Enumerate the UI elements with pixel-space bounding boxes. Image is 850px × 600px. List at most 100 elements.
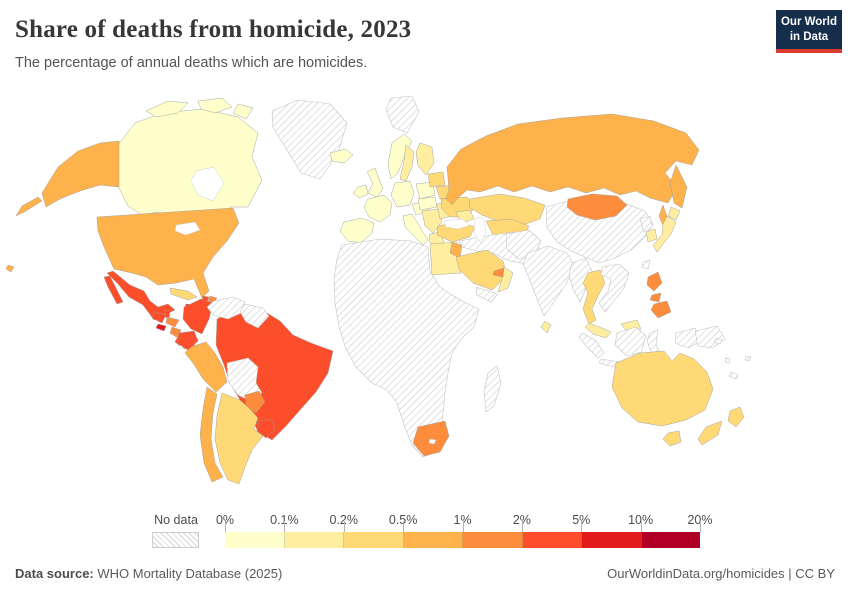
legend-swatch-5-10%[interactable] <box>582 532 642 548</box>
legend-no-data-swatch[interactable] <box>152 532 199 548</box>
country-nz_north[interactable]: New Zealand (North Island) — 0.2-0.5% <box>727 406 745 428</box>
country-iberia[interactable]: Spain & Portugal — 0-0.1% <box>339 217 375 244</box>
country-ecuador[interactable]: Ecuador — 2-5% <box>176 330 199 351</box>
country-venezuela[interactable]: Venezuela — No data <box>206 296 246 320</box>
legend-tick-label-1%: 1% <box>453 513 472 527</box>
credit-link[interactable]: OurWorldinData.org/homicides | CC BY <box>607 566 835 581</box>
country-sweden[interactable]: Sweden — 0.1-0.2% <box>399 144 415 182</box>
country-southafrica[interactable]: South Africa — 1-2% <box>412 420 450 457</box>
country-saudi[interactable]: Saudi Arabia — 0.2-0.5% <box>455 249 508 291</box>
water-caspian-sea <box>473 216 487 244</box>
country-balkans[interactable]: Western Balkans — 0.1-0.2% <box>421 208 443 234</box>
country-newcal[interactable]: New Caledonia — No data <box>728 371 739 380</box>
legend-tick-mark <box>521 521 523 532</box>
legend-tick-label-0.2%: 0.2% <box>329 513 359 527</box>
country-srilanka[interactable]: Sri Lanka — 0.1-0.2% <box>540 320 552 334</box>
legend-tick-label-20%: 20% <box>687 513 713 527</box>
legend-swatch-2-5%[interactable] <box>522 532 582 548</box>
page-title: Share of deaths from homicide, 2023 <box>15 16 412 43</box>
country-madagascar[interactable]: Madagascar — No data <box>483 365 502 413</box>
country-greenland[interactable]: Greenland — No data <box>271 99 348 180</box>
country-czechia_hu[interactable]: Czechia, Slovakia & Hungary — 0-0.1% <box>417 196 438 211</box>
country-guatemala[interactable]: Guatemala — 2-5% <box>151 311 167 324</box>
legend-swatch-0.1-0.2%[interactable] <box>284 532 344 548</box>
country-hawaii[interactable]: United States (Hawaii) — 0.5-1% <box>5 264 15 273</box>
water-black-sea <box>443 218 471 230</box>
country-uae[interactable]: United Arab Emirates — 1-2% <box>492 267 505 278</box>
country-argentina[interactable]: Argentina — 0.2-0.5% <box>214 392 264 485</box>
country-sumatra[interactable]: Indonesia (Sumatra) — No data <box>578 332 605 359</box>
country-hokkaido[interactable]: Japan (Hokkaido) — 0.1-0.2% <box>667 206 681 221</box>
country-bolivia[interactable]: Bolivia — No data <box>226 357 263 403</box>
country-solomon[interactable]: Solomon Islands — No data <box>713 337 723 345</box>
legend-tick-mark <box>640 521 642 532</box>
country-baltics[interactable]: Baltic states — 0.2-0.5% <box>427 171 446 188</box>
country-finland[interactable]: Finland — 0.1-0.2% <box>415 142 435 176</box>
country-skorea[interactable]: South Korea — 0.1-0.2% <box>645 228 658 243</box>
country-uk[interactable]: United Kingdom — 0-0.1% <box>366 167 384 198</box>
country-elsalvador[interactable]: El Salvador — 5-10% <box>155 323 167 332</box>
country-visayas[interactable]: Philippines (Visayas) — 1-2% <box>649 292 662 303</box>
owid-logo[interactable]: Our World in Data <box>776 10 842 53</box>
world-map: Canada — 0-0.1%Canada (Arctic islands W)… <box>0 95 850 515</box>
country-vanuatu[interactable]: Vanuatu — No data <box>724 357 731 364</box>
country-india[interactable]: India — No data <box>522 245 576 317</box>
country-russia[interactable]: Russia — 0.5-1% <box>445 113 700 206</box>
legend-tick-label-5%: 5% <box>572 513 591 527</box>
country-iceland[interactable]: Iceland — 0-0.1% <box>329 148 354 164</box>
country-nkorea[interactable]: North Korea — No data <box>639 215 653 233</box>
country-borneo_id[interactable]: Indonesia (Kalimantan) — No data <box>614 326 647 357</box>
country-arctic2[interactable]: Canada (Arctic islands C) — 0-0.1% <box>197 97 233 114</box>
country-svalbard[interactable]: Svalbard — No data <box>385 95 420 134</box>
country-france[interactable]: France — 0-0.1% <box>363 194 393 223</box>
owid-logo-line1: Our World <box>780 16 837 28</box>
country-canada[interactable]: Canada — 0-0.1% <box>111 108 263 225</box>
country-germany[interactable]: Germany & Low Countries — 0-0.1% <box>390 180 415 208</box>
chart-subtitle: The percentage of annual deaths which ar… <box>15 55 368 71</box>
legend-swatch-10-20%[interactable] <box>641 532 700 548</box>
country-kamchatka[interactable]: Russia (Kamchatka) — 0.5-1% <box>669 164 688 209</box>
country-arctic3[interactable]: Canada (Arctic islands E) — 0-0.1% <box>232 103 254 120</box>
country-alaska[interactable]: United States (Alaska) — 0.5-1% <box>41 140 120 208</box>
country-peru[interactable]: Peru — 0.5-1% <box>184 341 228 393</box>
country-australia[interactable]: Australia — 0.2-0.5% <box>611 350 714 427</box>
country-indochina[interactable]: Vietnam, Laos & Cambodia — No data <box>598 263 630 313</box>
legend-swatch-0-0.1%[interactable] <box>225 532 285 548</box>
country-cuba[interactable]: Cuba — 0.2-0.5% <box>169 287 198 301</box>
legend-swatch-0.2-0.5%[interactable] <box>344 532 404 548</box>
country-usa[interactable]: United States — 0.5-1% <box>96 207 240 299</box>
country-uruguay[interactable]: Uruguay — 2-5% <box>256 418 276 439</box>
water-great-lakes <box>174 221 201 236</box>
legend-swatch-0.5-1%[interactable] <box>403 532 463 548</box>
country-taiwan[interactable]: Taiwan — No data <box>641 259 651 270</box>
country-italy[interactable]: Italy — 0-0.1% <box>402 213 429 246</box>
country-baja[interactable]: Mexico (Baja California) — 2-5% <box>103 275 124 305</box>
country-luzon[interactable]: Philippines (Luzon) — 1-2% <box>646 271 663 292</box>
country-thailand[interactable]: Thailand — 0.2-0.5% <box>582 269 606 325</box>
country-png[interactable]: Papua New Guinea — No data <box>694 325 726 349</box>
legend-tick-mark <box>581 521 583 532</box>
country-tasmania[interactable]: Australia (Tasmania) — 0.2-0.5% <box>662 430 682 447</box>
country-mongolia[interactable]: Mongolia — 1-2% <box>566 193 628 221</box>
legend-swatch-1-2%[interactable] <box>463 532 523 548</box>
legend-tick-label-2%: 2% <box>512 513 531 527</box>
country-kazakhstan[interactable]: Kazakhstan — 0.2-0.5% <box>468 193 546 227</box>
country-nz_south[interactable]: New Zealand (South Island) — 0.2-0.5% <box>697 420 723 446</box>
country-yemen[interactable]: Yemen — No data <box>475 286 499 303</box>
legend-tick-label-0.1%: 0.1% <box>270 513 299 527</box>
country-mindanao[interactable]: Philippines (Mindanao) — 1-2% <box>650 300 672 319</box>
legend-tick-mark <box>225 521 226 532</box>
country-myanmar[interactable]: Myanmar — No data <box>568 257 593 303</box>
country-malaysia[interactable]: Malaysia — 0.1-0.2% <box>584 322 612 339</box>
country-honduras[interactable]: Honduras — 1-2% <box>165 316 180 328</box>
country-aleutian[interactable]: United States (Aleutians) — 0.5-1% <box>15 196 43 217</box>
country-japan[interactable]: Japan — 0.1-0.2% <box>652 215 677 253</box>
country-fiji[interactable]: Fiji — No data <box>744 355 752 362</box>
country-wpapua[interactable]: Indonesia (West Papua) — No data <box>674 327 702 349</box>
country-guyanas[interactable]: Guyana & Suriname — No data <box>239 303 270 329</box>
country-colombia[interactable]: Colombia — 2-5% <box>182 298 214 335</box>
country-chile[interactable]: Chile — 0.5-1% <box>199 386 224 483</box>
country-arctic1[interactable]: Canada (Arctic islands W) — 0-0.1% <box>145 100 189 118</box>
country-ireland[interactable]: Ireland — 0-0.1% <box>352 184 369 199</box>
country-belize[interactable]: Belize — 2-5% <box>164 309 171 319</box>
